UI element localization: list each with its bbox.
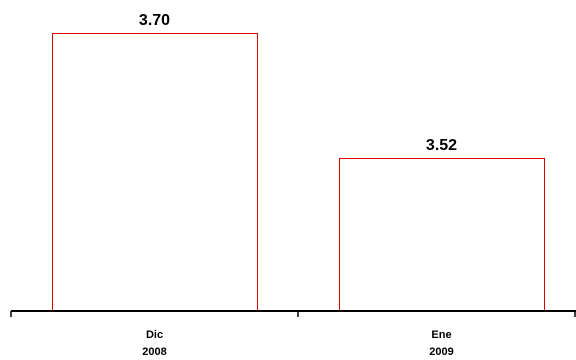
bar-dic	[53, 34, 258, 312]
data-label-ene: 3.52	[426, 137, 457, 154]
bars-group	[53, 34, 545, 312]
tick-label-ene-year: 2009	[429, 346, 453, 358]
x-axis-ticks: Dic 2008 Ene 2009	[11, 311, 575, 358]
tick-label-dic-year: 2008	[142, 346, 166, 358]
tick-label-ene-month: Ene	[431, 329, 451, 341]
tick-label-dic-month: Dic	[146, 329, 163, 341]
bar-ene	[340, 159, 545, 312]
data-label-dic: 3.70	[139, 12, 170, 29]
